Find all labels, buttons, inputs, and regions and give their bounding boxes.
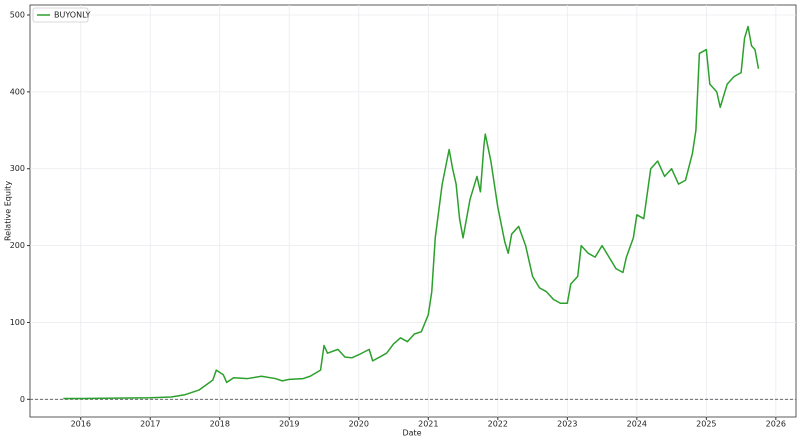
legend-label: BUYONLY <box>54 11 90 20</box>
y-tick-label: 500 <box>10 10 25 19</box>
x-tick-label: 2020 <box>349 420 369 429</box>
x-tick-label: 2023 <box>557 420 577 429</box>
y-tick-label: 400 <box>10 87 25 96</box>
x-tick-label: 2025 <box>696 420 716 429</box>
x-tick-label: 2018 <box>210 420 230 429</box>
x-tick-label: 2019 <box>279 420 299 429</box>
x-tick-label: 2026 <box>766 420 786 429</box>
y-tick-label: 0 <box>20 395 25 404</box>
x-tick-label: 2016 <box>71 420 91 429</box>
x-axis-label: Date <box>402 429 421 438</box>
x-tick-label: 2021 <box>418 420 438 429</box>
x-tick-label: 2017 <box>140 420 160 429</box>
plot-frame <box>29 4 797 418</box>
x-tick-label: 2024 <box>627 420 647 429</box>
line-series <box>63 25 760 400</box>
legend: BUYONLY <box>32 7 90 23</box>
x-tick-label: 2022 <box>488 420 508 429</box>
legend-box <box>32 7 89 23</box>
y-axis-label: Relative Equity <box>4 181 13 241</box>
y-tick-label: 300 <box>10 164 25 173</box>
y-tick-label: 200 <box>10 241 25 250</box>
y-tick-label: 100 <box>10 318 25 327</box>
